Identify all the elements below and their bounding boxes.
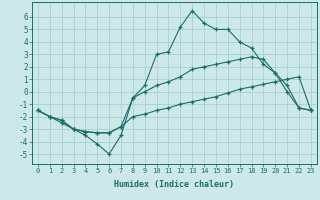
X-axis label: Humidex (Indice chaleur): Humidex (Indice chaleur) [115, 180, 234, 189]
